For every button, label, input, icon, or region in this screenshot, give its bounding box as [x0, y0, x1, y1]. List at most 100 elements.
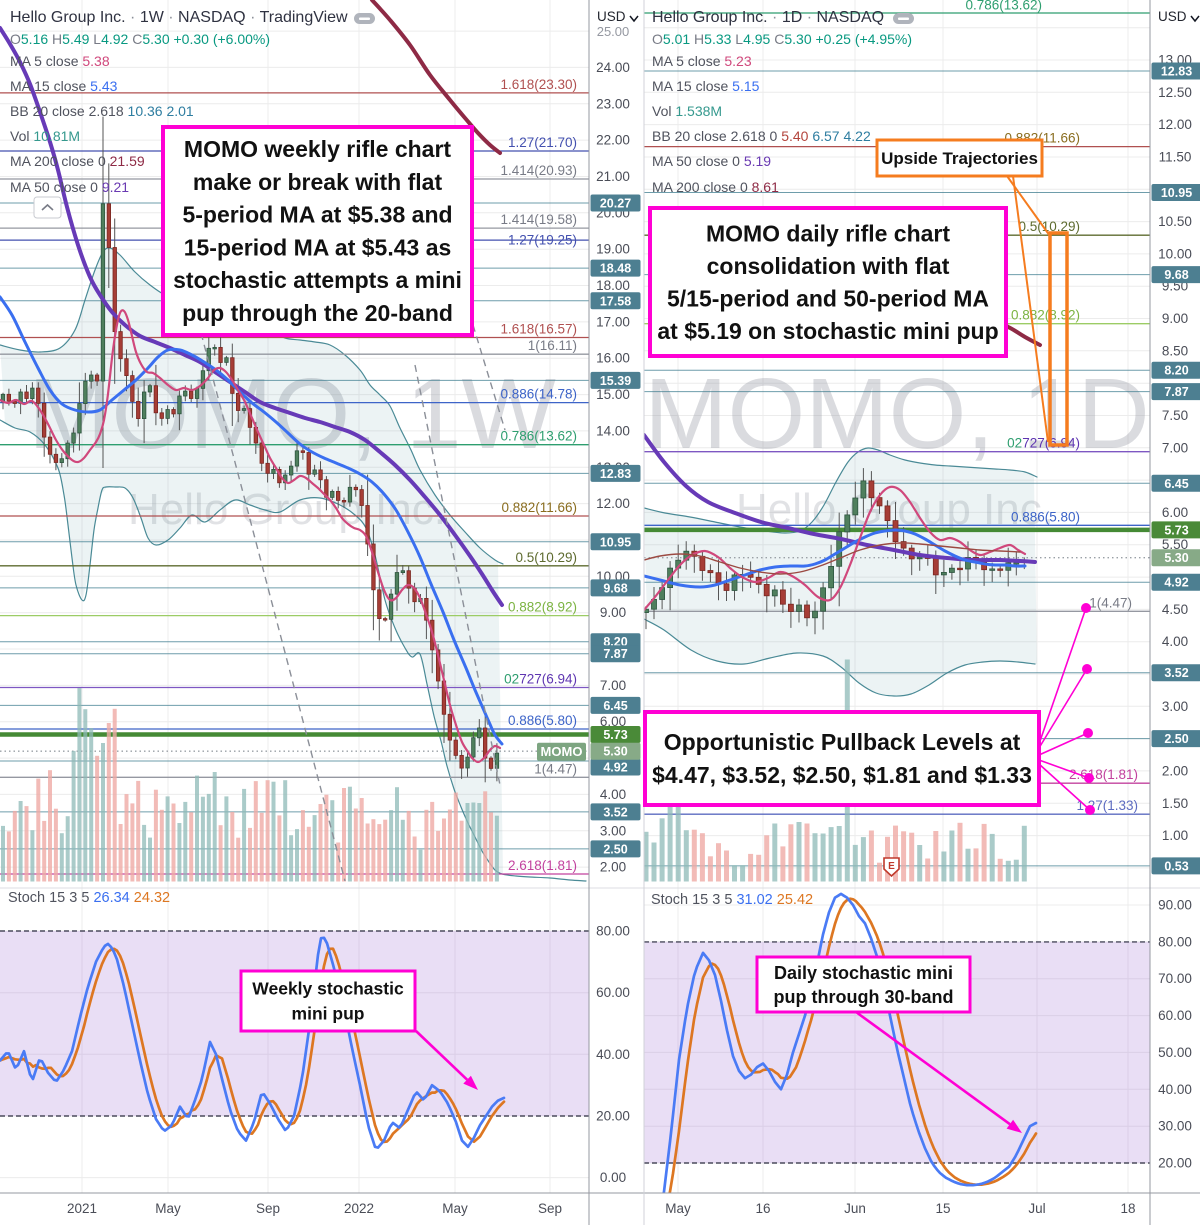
svg-text:18.00: 18.00 [596, 278, 630, 293]
svg-text:1.27(19.25): 1.27(19.25) [508, 233, 577, 248]
svg-text:MA 50 close 0 5.19: MA 50 close 0 5.19 [652, 153, 771, 169]
svg-text:5.73: 5.73 [603, 728, 627, 742]
svg-text:MA 50 close 0 9.21: MA 50 close 0 9.21 [10, 179, 129, 195]
svg-text:5.30: 5.30 [603, 745, 627, 759]
svg-text:1(4.47): 1(4.47) [534, 761, 577, 776]
svg-text:Daily stochastic mini: Daily stochastic mini [774, 963, 953, 983]
svg-text:Hello Group Inc. · 1D · NASDAQ: Hello Group Inc. · 1D · NASDAQ [652, 9, 884, 26]
svg-text:Sep: Sep [538, 1201, 562, 1216]
svg-text:16.00: 16.00 [596, 351, 630, 366]
svg-text:2022: 2022 [344, 1201, 374, 1216]
svg-text:20.00: 20.00 [1158, 1156, 1192, 1171]
svg-text:May: May [665, 1201, 691, 1216]
svg-text:10.50: 10.50 [1158, 214, 1192, 229]
svg-text:4.00: 4.00 [600, 787, 626, 802]
svg-text:21.00: 21.00 [596, 169, 630, 184]
svg-text:7.50: 7.50 [1162, 408, 1188, 423]
svg-text:0.882(8.92): 0.882(8.92) [508, 600, 577, 615]
svg-text:Stoch 15 3 5 31.02 25.42: Stoch 15 3 5 31.02 25.42 [651, 892, 813, 908]
svg-text:7.87: 7.87 [1164, 385, 1188, 399]
svg-text:12.83: 12.83 [1161, 65, 1192, 79]
svg-text:1.414(20.93): 1.414(20.93) [500, 163, 577, 178]
svg-text:4.92: 4.92 [1164, 576, 1188, 590]
svg-text:90.00: 90.00 [1158, 898, 1192, 913]
svg-text:12.83: 12.83 [600, 467, 631, 481]
svg-text:11.50: 11.50 [1159, 150, 1192, 165]
svg-text:7.87: 7.87 [603, 647, 627, 661]
svg-text:May: May [155, 1201, 181, 1216]
svg-text:MA 200 close 0 8.61: MA 200 close 0 8.61 [652, 179, 779, 195]
svg-text:15.39: 15.39 [600, 374, 631, 388]
svg-text:2.618(1.81): 2.618(1.81) [508, 858, 577, 873]
svg-text:MA 5 close 5.38: MA 5 close 5.38 [10, 53, 110, 69]
svg-text:12.00: 12.00 [596, 496, 630, 511]
svg-text:Hello Group Inc. · 1W · NASDAQ: Hello Group Inc. · 1W · NASDAQ · Trading… [10, 9, 348, 26]
svg-text:MOMO weekly rifle chart: MOMO weekly rifle chart [184, 136, 451, 162]
svg-text:10.95: 10.95 [1161, 186, 1192, 200]
svg-text:80.00: 80.00 [596, 924, 630, 939]
svg-text:0.00: 0.00 [600, 1170, 626, 1185]
svg-text:25.00: 25.00 [597, 24, 630, 39]
svg-text:MA 200 close 0 21.59: MA 200 close 0 21.59 [10, 153, 145, 169]
svg-text:Opportunistic Pullback Levels: Opportunistic Pullback Levels at [664, 729, 1021, 755]
svg-text:O5.16 H5.49 L4.92 C5.30 +0.30: O5.16 H5.49 L4.92 C5.30 +0.30 (+6.00%) [10, 31, 270, 47]
svg-text:5-period MA at $5.38 and: 5-period MA at $5.38 and [182, 202, 452, 228]
svg-text:make or break with flat: make or break with flat [193, 169, 443, 195]
svg-text:6.45: 6.45 [1164, 477, 1188, 491]
svg-text:mini pup: mini pup [292, 1004, 365, 1024]
svg-text:3.00: 3.00 [600, 823, 626, 838]
svg-text:15-period MA at $5.43 as: 15-period MA at $5.43 as [184, 234, 452, 260]
svg-text:BB 20 close 2.618 0 5.40 6.5: BB 20 close 2.618 0 5.40 6.57 4.22 [652, 128, 871, 144]
svg-text:15: 15 [935, 1201, 950, 1216]
svg-text:pup through the 20-band: pup through the 20-band [182, 300, 453, 326]
svg-text:5/15-period and 50-period MA: 5/15-period and 50-period MA [667, 285, 989, 311]
svg-text:0.53: 0.53 [1164, 859, 1188, 873]
svg-text:Jun: Jun [844, 1201, 866, 1216]
svg-text:0.786(13.62): 0.786(13.62) [965, 0, 1042, 13]
svg-text:May: May [442, 1201, 468, 1216]
svg-text:70.00: 70.00 [1158, 971, 1192, 986]
svg-text:$4.47, $3.52, $2.50, $1.81 and: $4.47, $3.52, $2.50, $1.81 and $1.33 [652, 762, 1032, 788]
svg-text:02727(6.94): 02727(6.94) [1007, 436, 1080, 451]
svg-text:0.886(14.78): 0.886(14.78) [500, 387, 577, 402]
svg-text:30.00: 30.00 [1158, 1119, 1192, 1134]
svg-text:consolidation with flat: consolidation with flat [707, 253, 950, 279]
svg-text:1.414(19.58): 1.414(19.58) [500, 212, 577, 227]
svg-text:1.618(23.30): 1.618(23.30) [500, 77, 577, 92]
svg-text:9.68: 9.68 [603, 581, 627, 595]
svg-text:17.00: 17.00 [596, 314, 630, 329]
svg-text:2.50: 2.50 [1164, 732, 1188, 746]
svg-text:0.886(5.80): 0.886(5.80) [508, 713, 577, 728]
svg-text:5.30: 5.30 [1164, 551, 1188, 565]
svg-text:Vol 10.81M: Vol 10.81M [10, 128, 80, 144]
svg-text:1.27(21.70): 1.27(21.70) [508, 135, 577, 150]
svg-text:6.45: 6.45 [603, 699, 627, 713]
svg-text:20.27: 20.27 [600, 197, 631, 211]
svg-text:MA 5 close 5.23: MA 5 close 5.23 [652, 53, 752, 69]
svg-text:60.00: 60.00 [1158, 1008, 1192, 1023]
svg-text:2.00: 2.00 [1162, 763, 1188, 778]
svg-text:O5.01 H5.33 L4.95 C5.30 +0.25: O5.01 H5.33 L4.95 C5.30 +0.25 (+4.95%) [652, 31, 912, 47]
svg-text:1.00: 1.00 [1162, 828, 1188, 843]
svg-text:USD: USD [597, 9, 626, 24]
svg-text:stochastic attempts a mini: stochastic attempts a mini [173, 267, 462, 293]
svg-text:10.95: 10.95 [600, 535, 631, 549]
svg-text:10.00: 10.00 [1158, 246, 1192, 261]
svg-text:40.00: 40.00 [596, 1047, 630, 1062]
svg-text:60.00: 60.00 [596, 985, 630, 1000]
svg-text:4.50: 4.50 [1162, 602, 1188, 617]
svg-text:17.58: 17.58 [600, 294, 631, 308]
svg-text:MA 15 close 5.43: MA 15 close 5.43 [10, 78, 118, 94]
svg-text:8.50: 8.50 [1162, 343, 1188, 358]
svg-text:24.00: 24.00 [596, 60, 630, 75]
svg-text:19.00: 19.00 [596, 242, 630, 257]
svg-text:at $5.19 on stochastic mini pu: at $5.19 on stochastic mini pup [657, 318, 998, 344]
svg-text:USD: USD [1158, 9, 1187, 24]
svg-text:02727(6.94): 02727(6.94) [504, 672, 577, 687]
svg-text:MOMO, 1D: MOMO, 1D [644, 358, 1150, 470]
svg-text:MA 15 close 5.15: MA 15 close 5.15 [652, 78, 760, 94]
svg-text:5.73: 5.73 [1164, 523, 1188, 537]
svg-text:2.00: 2.00 [600, 860, 626, 875]
svg-text:Upside Trajectories: Upside Trajectories [881, 149, 1038, 168]
svg-text:23.00: 23.00 [596, 96, 630, 111]
